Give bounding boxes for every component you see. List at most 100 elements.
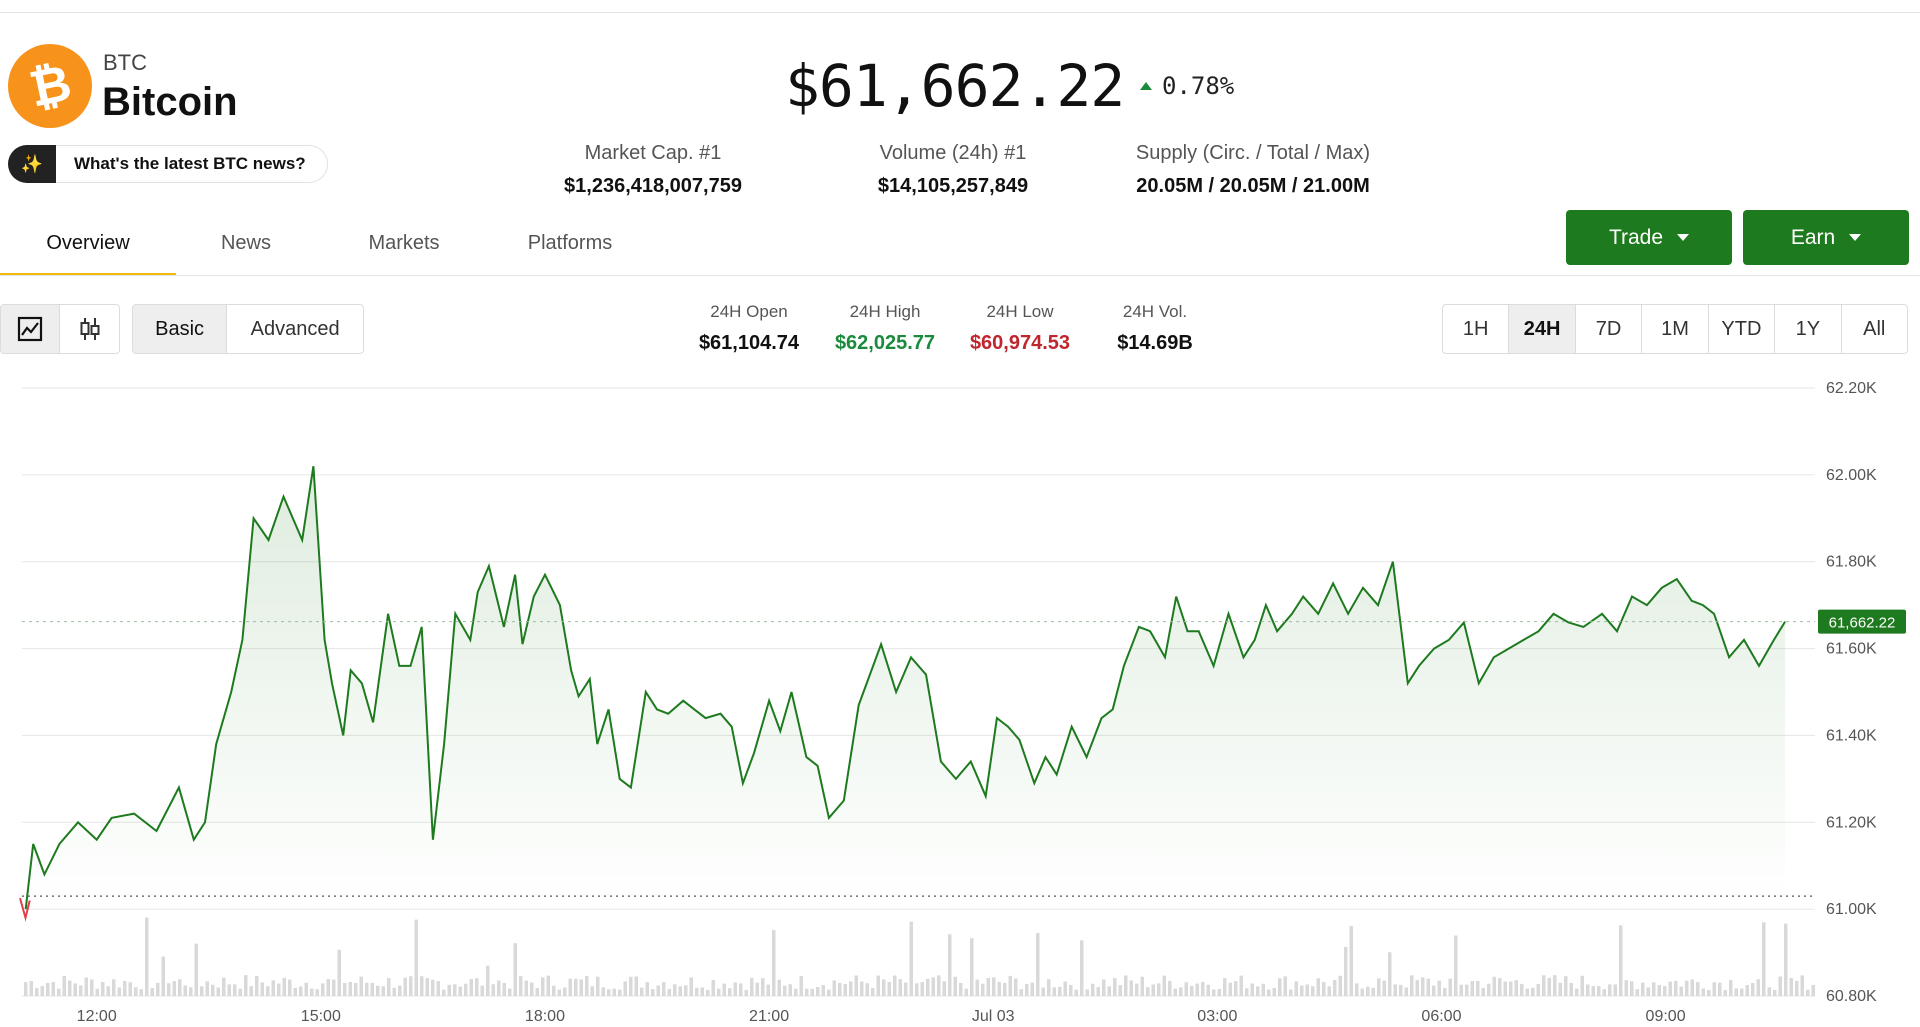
volume-bar [871,988,875,996]
volume-bar [546,975,550,996]
tab-platforms[interactable]: Platforms [527,232,613,254]
volume-bar [1008,975,1012,996]
volume-bar [1272,987,1276,996]
tab-markets[interactable]: Markets [368,232,440,254]
volume-bar [601,987,605,996]
volume-bar [200,986,204,996]
volume-bar [1344,946,1348,996]
range-7d-button[interactable]: 7D [1574,305,1641,353]
coin-name: Bitcoin [102,80,238,124]
volume-bar [1426,978,1430,996]
volume-bar [1701,988,1705,996]
volume-bar [1069,984,1073,996]
volume-bar [959,982,963,996]
volume-bar [84,977,88,996]
volume-bar [491,984,495,996]
range-24h-button[interactable]: 24H [1508,305,1575,353]
volume-bar [854,975,858,996]
volume-bar [1547,977,1551,996]
trade-button[interactable]: Trade [1566,210,1732,265]
volume-bar [986,977,990,996]
volume-bar [255,975,259,996]
range-ytd-button[interactable]: YTD [1707,305,1774,353]
volume-bar [1432,985,1436,996]
volume-bar [794,988,798,996]
candlestick-button[interactable] [59,305,119,353]
volume-bar [1525,988,1529,996]
earn-button[interactable]: Earn [1743,210,1909,265]
supply-value: 20.05M / 20.05M / 21.00M [1136,175,1370,197]
volume-bar [684,985,688,996]
volume-bar [1536,983,1540,996]
volume-bar [1135,983,1139,996]
volume-bar [337,949,341,996]
start-marker [19,897,31,922]
volume-bar [579,979,583,996]
volume-bar [1036,933,1040,996]
volume-bar [282,977,286,996]
volume-bar [1723,989,1727,996]
tab-news[interactable]: News [220,232,271,254]
volume-bar [1800,975,1804,996]
volume-bar [101,982,105,996]
volume-bar [1542,975,1546,996]
tab-overview[interactable]: Overview [46,232,130,254]
volume-bar [585,976,589,996]
volume-bar [1641,982,1645,996]
volume-bar [1239,975,1243,996]
volume-bar [1503,981,1507,996]
volume-bar [524,980,528,996]
volume-bar [40,986,44,996]
volume-bar [1162,975,1166,996]
volume-bar [519,976,523,996]
volume-bar [563,987,567,996]
volume-bar [997,981,1001,996]
volume-bar [497,980,501,996]
volume-bar [205,981,209,996]
market-cap-stat: Market Cap. #1 $1,236,418,007,759 [530,142,776,198]
volume-bar [772,930,776,996]
volume-bar [1465,984,1469,996]
volume-bar [35,988,39,996]
volume-bar [1107,986,1111,996]
range-1m-button[interactable]: 1M [1641,305,1707,353]
y-tick-label: 61.00K [1826,901,1877,918]
news-prompt-button[interactable]: ✨ What's the latest BTC news? [8,145,328,183]
volume-bar [480,985,484,996]
chevron-down-icon [1677,234,1690,241]
volume-bar [1019,989,1023,996]
volume-bar [832,980,836,996]
range-all-button[interactable]: All [1840,305,1907,353]
volume-bar [1283,976,1287,996]
volume-bar [590,986,594,996]
volume-bar [1030,982,1034,996]
volume-bar [1421,977,1425,996]
volume-bar [145,917,149,996]
volume-bar [106,986,110,996]
line-chart-button[interactable] [1,305,60,353]
range-1y-button[interactable]: 1Y [1774,305,1840,353]
range-1h-button[interactable]: 1H [1462,317,1489,340]
volume-bar [150,988,154,996]
basic-mode-button[interactable]: Basic [133,305,227,353]
volume-bar [838,982,842,996]
volume-bar [948,934,952,996]
volume-bar [1410,975,1414,996]
volume-bar [189,987,193,996]
volume-bar [750,977,754,996]
volume-bar [970,938,974,996]
market-cap-label: Market Cap. #1 [584,142,722,164]
volume-bar [167,983,171,996]
tabs-divider [0,275,1920,276]
volume-bar [860,981,864,996]
volume-bar [964,988,968,996]
volume-bar [436,981,440,996]
volume-bar [431,979,435,996]
advanced-mode-button[interactable]: Advanced [226,305,363,353]
volume-bar [717,988,721,996]
volume-bar [1349,925,1353,996]
volume-bar [1624,980,1628,996]
volume-bar [640,987,644,996]
volume-bar [1278,978,1282,996]
